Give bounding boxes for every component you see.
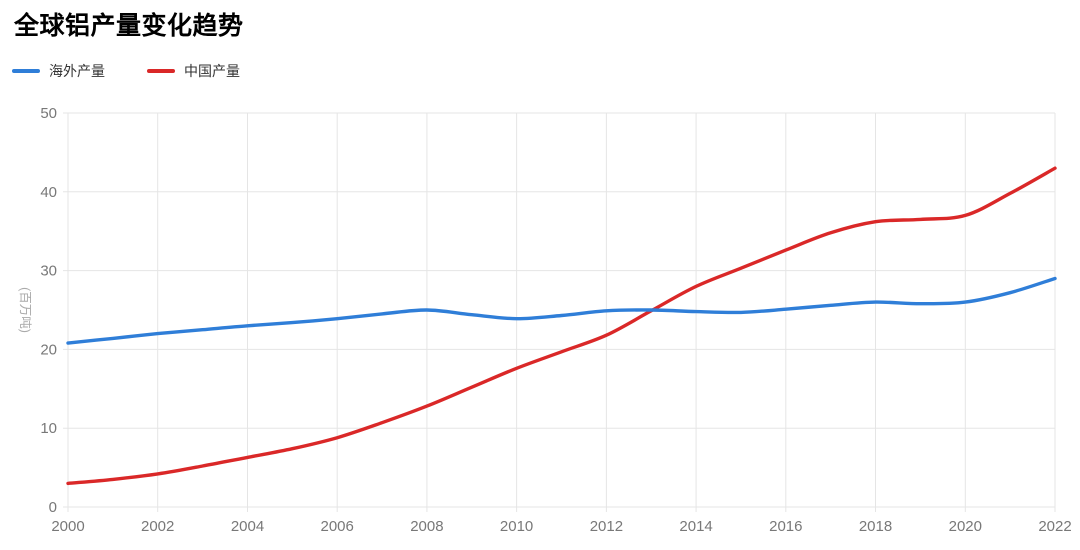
series-line-overseas [66,276,1057,345]
y-tick-label: 30 [40,263,57,280]
legend-label-overseas: 海外产量 [49,63,105,79]
x-tick-label: 2006 [321,518,354,535]
x-tick-label: 2018 [859,518,892,535]
legend-item-overseas[interactable]: 海外产量 [12,61,105,81]
x-tick-label: 2008 [410,518,443,535]
x-tick-label: 2000 [51,518,84,535]
chart-legend: 海外产量 中国产量 [12,61,240,81]
x-tick-label: 2022 [1038,518,1071,535]
x-tick-label: 2012 [590,518,623,535]
x-tick-label: 2020 [949,518,982,535]
y-tick-label: 50 [40,105,57,122]
x-tick-label: 2016 [769,518,802,535]
x-tick-label: 2014 [679,518,712,535]
y-axis-unit-label: (百万吨) [18,287,32,333]
chart-title: 全球铝产量变化趋势 [14,12,244,40]
x-tick-label: 2010 [500,518,533,535]
y-tick-label: 10 [40,420,57,437]
series-line-china [66,166,1057,486]
legend-line-swatch-china [147,69,175,73]
legend-line-swatch-overseas [12,69,40,73]
y-tick-label: 40 [40,184,57,201]
y-tick-label: 20 [40,341,57,358]
x-tick-label: 2004 [231,518,264,535]
legend-item-china[interactable]: 中国产量 [147,61,240,81]
legend-label-china: 中国产量 [184,63,240,79]
y-tick-label: 0 [49,499,57,516]
x-tick-label: 2002 [141,518,174,535]
